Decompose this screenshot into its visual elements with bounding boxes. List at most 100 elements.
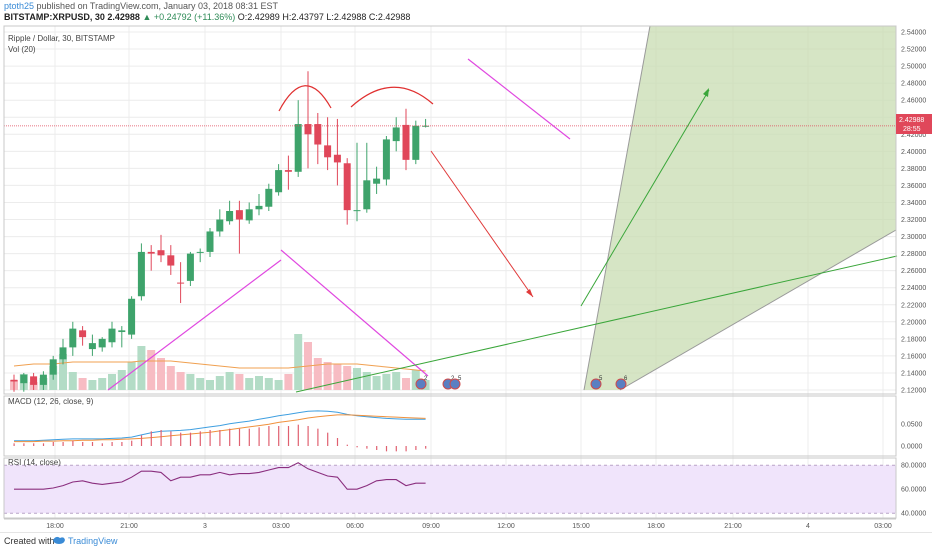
volume-bar bbox=[274, 380, 283, 390]
red-arrow-line bbox=[430, 150, 534, 298]
price-axis[interactable]: 2.540002.520002.500002.480002.460002.440… bbox=[901, 30, 926, 518]
volume-bar bbox=[333, 364, 342, 390]
candle-body bbox=[88, 343, 96, 350]
candle-body bbox=[118, 330, 126, 333]
candle-body bbox=[255, 205, 263, 210]
candle-body bbox=[353, 210, 361, 212]
macd-histogram-bar bbox=[111, 442, 113, 446]
candle-body bbox=[294, 124, 302, 172]
ohlc-values: O:2.42989 H:2.43797 L:2.42988 C:2.42988 bbox=[237, 12, 411, 22]
macd-tick-label: 0.0500 bbox=[901, 421, 923, 428]
macd-histogram-bar bbox=[297, 424, 299, 446]
volume-bar bbox=[137, 346, 146, 390]
time-axis[interactable]: 18:00 21:00 3 03:00 06:00 09:00 12:00 15:00 18:0… bbox=[46, 523, 892, 530]
candle-body bbox=[206, 231, 214, 252]
author-link[interactable]: ptoth25 bbox=[4, 1, 35, 11]
volume-bar bbox=[186, 374, 195, 390]
macd-histogram-bar bbox=[199, 431, 201, 446]
candle-body bbox=[392, 127, 400, 142]
time-tick-label: 12:00 bbox=[497, 523, 515, 530]
macd-histogram-bar bbox=[317, 428, 319, 446]
publish-info: ptoth25 published on TradingView.com, Ja… bbox=[4, 1, 278, 11]
candle-body bbox=[382, 139, 390, 180]
macd-histogram-bar bbox=[33, 443, 35, 446]
candle-body bbox=[167, 255, 175, 266]
symbol-info: BITSTAMP:XRPUSD, 30 2.42988 ▲ +0.24792 (… bbox=[4, 12, 410, 22]
volume-bar bbox=[294, 334, 303, 390]
event-flag-circle[interactable] bbox=[449, 378, 461, 390]
event-flag-circle[interactable] bbox=[415, 378, 427, 390]
macd-histogram-bar bbox=[229, 428, 231, 446]
macd-histogram-bar bbox=[23, 443, 25, 446]
price-change-value: +0.24792 (+11.36%) bbox=[153, 12, 236, 22]
macd-histogram-bar bbox=[327, 432, 329, 446]
candle-body bbox=[196, 251, 204, 253]
macd-histogram-bar bbox=[258, 427, 260, 446]
macd-histogram-bar bbox=[336, 438, 339, 446]
last-price-tag: 2.42988 28:55 bbox=[896, 114, 932, 134]
volume-bar bbox=[411, 370, 420, 390]
candle-body bbox=[284, 170, 292, 172]
macd-histogram-bar bbox=[238, 428, 241, 446]
volume-bar bbox=[353, 368, 361, 390]
price-change: ▲ +0.24792 (+11.36%) bbox=[142, 12, 236, 22]
volume-bar bbox=[98, 378, 107, 390]
price-tick-label: 2.48000 bbox=[901, 81, 926, 88]
red-arrow-head bbox=[526, 289, 533, 297]
rsi-band bbox=[4, 464, 896, 514]
rsi-band-fill bbox=[4, 465, 896, 514]
volume-bar bbox=[323, 362, 332, 390]
price-tick-label: 2.30000 bbox=[901, 234, 926, 241]
last-price-label: 2.42988 bbox=[899, 117, 924, 124]
price-tick-label: 2.34000 bbox=[901, 200, 926, 207]
macd-histogram-bar bbox=[101, 443, 103, 446]
price-tick-label: 2.54000 bbox=[901, 30, 926, 37]
macd-histogram-bar bbox=[405, 446, 407, 452]
cone-fill bbox=[584, 26, 896, 390]
volume-ma-path bbox=[13, 360, 426, 372]
current-price: 2.42988 bbox=[107, 12, 140, 22]
user-drawings bbox=[4, 58, 898, 393]
macd-histogram-bar bbox=[150, 431, 152, 446]
volume-bar bbox=[402, 378, 410, 390]
macd-histogram-bar bbox=[209, 430, 211, 446]
macd-lines bbox=[13, 410, 427, 452]
price-tick-label: 2.14000 bbox=[901, 370, 926, 377]
pane-frame-0 bbox=[3, 25, 897, 395]
event-flag-icon: 5 bbox=[449, 376, 462, 390]
volume-bar bbox=[343, 366, 352, 390]
tradingview-link[interactable]: TradingView bbox=[68, 536, 118, 546]
pane-frames bbox=[3, 25, 897, 520]
volume-bar bbox=[166, 366, 175, 390]
rsi-tick-label: 40.0000 bbox=[901, 511, 926, 518]
candle-body bbox=[98, 338, 106, 348]
volume-bar bbox=[59, 354, 67, 390]
time-tick-label: 18:00 bbox=[46, 523, 64, 530]
event-flag-circle[interactable] bbox=[590, 378, 602, 390]
macd-tick-label: 0.0000 bbox=[901, 444, 923, 451]
volume-bar bbox=[176, 372, 185, 390]
event-flag-circle[interactable] bbox=[615, 378, 627, 390]
volume-bar bbox=[157, 358, 165, 390]
created-with-text: Created with bbox=[4, 536, 55, 546]
price-tick-label: 2.24000 bbox=[901, 285, 926, 292]
price-tick-label: 2.16000 bbox=[901, 353, 926, 360]
volume-bar bbox=[382, 374, 391, 390]
head-arc-left bbox=[278, 85, 332, 112]
macd-histogram-bar bbox=[346, 444, 348, 446]
macd-histogram-bar bbox=[395, 446, 397, 452]
volume-bar bbox=[245, 378, 254, 390]
event-flag-icon: 6 bbox=[615, 376, 628, 390]
candle-body bbox=[30, 376, 38, 385]
candle-body bbox=[275, 170, 283, 193]
price-tick-label: 2.40000 bbox=[901, 149, 926, 156]
price-tick-label: 2.28000 bbox=[901, 251, 926, 258]
footer: Created with TradingView bbox=[0, 532, 932, 550]
volume-bar bbox=[264, 378, 273, 390]
macd-histogram-bar bbox=[170, 431, 172, 446]
candle-body bbox=[245, 209, 253, 221]
time-tick-label: 18:00 bbox=[647, 523, 665, 530]
candle-body bbox=[373, 178, 381, 184]
volume-bar bbox=[235, 374, 244, 390]
